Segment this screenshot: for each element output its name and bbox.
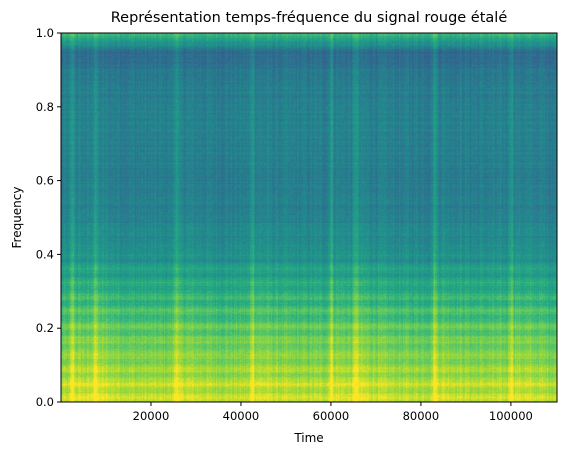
x-tick-label: 60000 xyxy=(313,409,350,423)
y-tick-label: 0.8 xyxy=(36,100,54,114)
y-tick-label: 0.6 xyxy=(36,174,54,188)
y-tick-label: 0.4 xyxy=(36,247,54,261)
x-tick-label: 40000 xyxy=(223,409,260,423)
y-axis: 0.0 0.2 0.4 0.6 0.8 1.0 xyxy=(36,26,61,409)
chart-title: Représentation temps-fréquence du signal… xyxy=(111,10,508,26)
x-tick-label: 80000 xyxy=(403,409,440,423)
spectrogram-heatmap xyxy=(61,33,557,402)
x-tick-label: 20000 xyxy=(133,409,170,423)
x-tick-label: 100000 xyxy=(489,409,533,423)
x-axis-label: Time xyxy=(293,431,323,445)
y-tick-label: 1.0 xyxy=(36,26,54,40)
y-axis-label: Frequency xyxy=(10,187,24,249)
plot-frame xyxy=(60,32,558,403)
plot-area xyxy=(60,32,558,403)
x-axis: 20000 40000 60000 80000 100000 xyxy=(133,402,533,423)
y-tick-label: 0.2 xyxy=(36,321,54,335)
y-tick-label: 0.0 xyxy=(36,395,54,409)
